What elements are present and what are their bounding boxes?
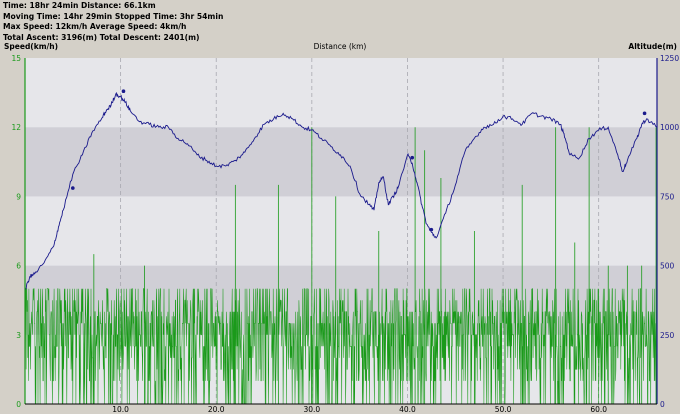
left-tick-label: 3: [16, 331, 21, 340]
left-tick-label: 6: [16, 262, 21, 271]
summary-stats: Time: 18hr 24min Distance: 66.1km Moving…: [3, 1, 423, 43]
tick-labels: 10.0 20.0 30.0 40.0 50.0 60.0 0 3 6 9 12 15 0 250 500 7…: [11, 54, 679, 414]
left-tick-label: 0: [16, 400, 21, 409]
stats-moving-stopped: Moving Time: 14hr 29min Stopped Time: 3h…: [3, 11, 224, 21]
altitude-marker: [410, 155, 415, 160]
speed-series: [25, 127, 658, 405]
altitude-marker: [429, 227, 434, 232]
right-tick-label: 500: [660, 262, 675, 271]
right-tick-label: 1000: [660, 123, 679, 132]
stats-time-distance: Time: 18hr 24min Distance: 66.1km: [3, 1, 156, 10]
stats-speed: Max Speed: 12km/h Average Speed: 4km/h: [3, 22, 187, 32]
altitude-line: [24, 91, 658, 291]
altitude-marker: [71, 186, 75, 190]
left-axis-label: Speed(km/h): [4, 42, 58, 51]
chart-axes: [24, 58, 658, 405]
left-tick-label: 12: [11, 123, 21, 132]
altitude-series: [24, 89, 658, 291]
plot-band: [25, 196, 657, 266]
x-tick-label: 10.0: [112, 405, 129, 414]
left-tick-label: 9: [16, 192, 21, 201]
right-tick-label: 1250: [660, 54, 679, 63]
left-tick-label: 15: [11, 54, 21, 63]
stats-ascent-descent: Total Ascent: 3196(m) Total Descent: 240…: [3, 32, 200, 42]
plot-band: [25, 127, 657, 197]
x-tick-label: 40.0: [399, 405, 416, 414]
x-tick-label: 30.0: [303, 405, 320, 414]
altitude-marker: [121, 89, 126, 94]
x-axis-label: Distance (km): [314, 42, 367, 51]
x-tick-label: 60.0: [590, 405, 607, 414]
x-tick-label: 20.0: [208, 405, 225, 414]
plot-band: [25, 58, 657, 128]
right-tick-label: 750: [660, 192, 675, 201]
right-axis-label: Altitude(m): [628, 42, 677, 51]
right-tick-label: 250: [660, 331, 675, 340]
speed-trace: [25, 288, 658, 405]
altitude-marker: [642, 111, 647, 116]
right-tick-label: 0: [660, 400, 665, 409]
x-tick-label: 50.0: [495, 405, 512, 414]
